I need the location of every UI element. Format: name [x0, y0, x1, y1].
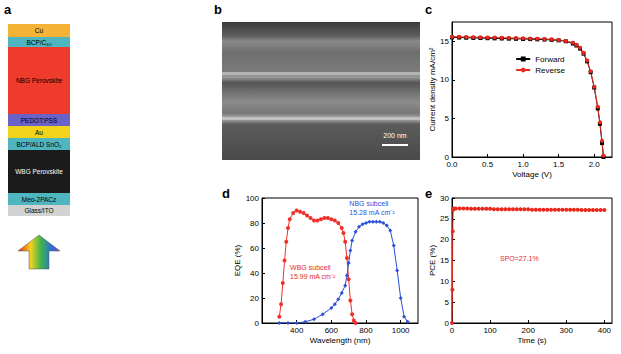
svg-text:0.5: 0.5: [482, 160, 494, 169]
svg-text:400: 400: [598, 326, 612, 335]
html-text:a: a: [4, 2, 12, 17]
svg-text:PCE (%): PCE (%): [428, 245, 437, 276]
svg-text:0: 0: [444, 152, 449, 162]
html-text:Cu: Cu: [34, 27, 44, 34]
svg-text:15.99 mA cm⁻²: 15.99 mA cm⁻²: [290, 273, 336, 280]
svg-text:400: 400: [290, 326, 304, 335]
svg-text:80: 80: [250, 219, 259, 228]
svg-text:100: 100: [246, 194, 260, 203]
svg-text:Voltage (V): Voltage (V): [512, 170, 552, 179]
svg-text:40: 40: [250, 269, 259, 278]
svg-text:20: 20: [440, 235, 449, 244]
svg-text:Wavelength (nm): Wavelength (nm): [310, 336, 371, 345]
svg-text:Reverse: Reverse: [535, 66, 565, 75]
svg-text:EQE (%): EQE (%): [233, 244, 242, 276]
html-text:BCP/ALD SnO₂: BCP/ALD SnO₂: [16, 140, 62, 148]
svg-text:300: 300: [560, 326, 574, 335]
html-text:b: b: [214, 2, 222, 17]
svg-text:1.5: 1.5: [553, 160, 565, 169]
svg-text:1000: 1000: [392, 326, 410, 335]
html-text:NBG Perovskite: NBG Perovskite: [15, 77, 63, 84]
html-text:Glass/ITO: Glass/ITO: [24, 207, 54, 214]
svg-text:5: 5: [445, 298, 450, 307]
svg-text:2.0: 2.0: [589, 160, 601, 169]
svg-text:0: 0: [255, 319, 260, 328]
svg-text:10: 10: [440, 75, 449, 84]
svg-text:WBG subcell: WBG subcell: [290, 264, 331, 271]
svg-text:600: 600: [325, 326, 339, 335]
html-text:d: d: [222, 186, 230, 201]
html-text:PEDOT:PSS: PEDOT:PSS: [20, 116, 58, 124]
html-text:e: e: [425, 186, 433, 201]
html-text:WBG Perovskite: WBG Perovskite: [15, 168, 63, 175]
svg-text:Current density mA/cm²: Current density mA/cm²: [428, 47, 437, 131]
svg-text:100: 100: [483, 326, 497, 335]
svg-text:1.0: 1.0: [518, 160, 530, 169]
svg-text:Time (s): Time (s): [517, 336, 546, 345]
svg-text:SPO=27.1%: SPO=27.1%: [500, 255, 539, 262]
svg-text:10: 10: [440, 277, 449, 286]
html-text:200 nm: 200 nm: [383, 132, 407, 139]
html-text:c: c: [425, 2, 433, 17]
svg-text:5: 5: [445, 114, 450, 123]
svg-text:0: 0: [444, 318, 449, 328]
html-text:Meo-2PACz: Meo-2PACz: [21, 195, 57, 203]
svg-text:25: 25: [440, 214, 449, 223]
html-text:Au: Au: [35, 128, 43, 136]
svg-text:15: 15: [440, 37, 449, 46]
svg-text:800: 800: [359, 326, 373, 335]
html-text:BCP/C₆₀: BCP/C₆₀: [26, 38, 52, 46]
svg-text:15.28 mA cm⁻²: 15.28 mA cm⁻²: [349, 209, 395, 216]
svg-text:Forward: Forward: [535, 55, 564, 64]
svg-text:NBG subcell: NBG subcell: [349, 200, 388, 207]
svg-text:0: 0: [450, 326, 455, 335]
svg-text:20: 20: [250, 294, 259, 303]
svg-text:200: 200: [522, 326, 536, 335]
svg-text:60: 60: [250, 244, 259, 253]
svg-text:0.0: 0.0: [446, 160, 458, 169]
svg-text:15: 15: [440, 256, 449, 265]
svg-text:30: 30: [440, 194, 449, 203]
